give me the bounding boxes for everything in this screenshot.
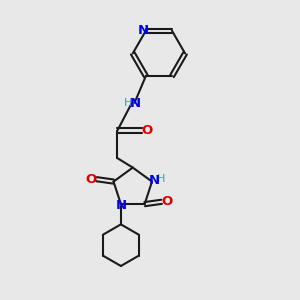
Text: H: H <box>124 98 132 108</box>
Text: N: N <box>115 199 126 212</box>
Text: O: O <box>85 173 97 186</box>
Text: H: H <box>157 174 165 184</box>
Text: N: N <box>130 97 141 110</box>
Text: O: O <box>161 195 172 208</box>
Text: O: O <box>141 124 153 137</box>
Text: N: N <box>138 24 149 37</box>
Text: N: N <box>148 175 160 188</box>
